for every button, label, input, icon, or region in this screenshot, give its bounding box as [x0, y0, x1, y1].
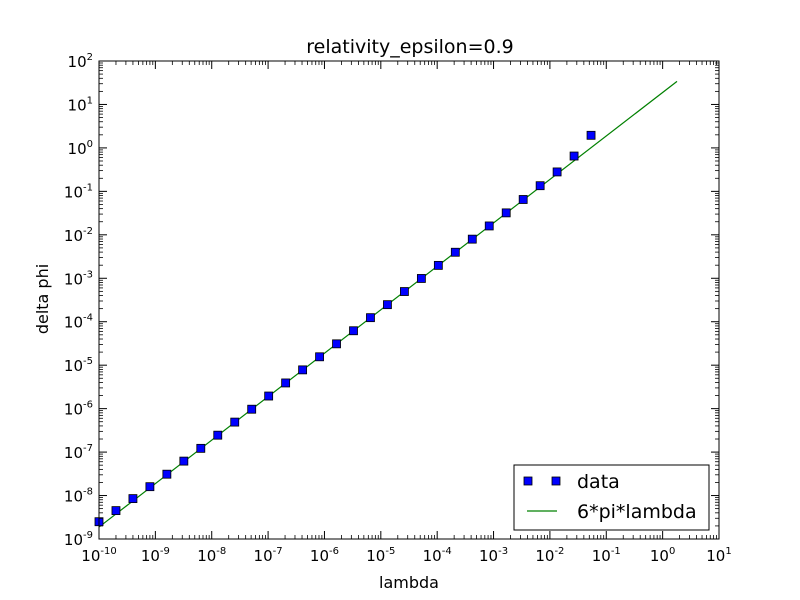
data-point: [433, 260, 443, 270]
data-point: [332, 339, 341, 349]
data-point: [586, 130, 596, 140]
legend-label-data: data: [577, 471, 620, 493]
data-point: [552, 167, 562, 177]
y-tick-label: 10-6: [64, 400, 93, 419]
plot-frame: [98, 60, 720, 540]
x-tick-label: 10-2: [535, 546, 564, 565]
y-tick-label: 101: [68, 95, 93, 114]
x-tick-label: 10-4: [423, 546, 452, 565]
data-point: [467, 234, 477, 244]
data-point: [179, 456, 189, 466]
data-point: [281, 378, 291, 388]
y-tick-label: 10-7: [64, 443, 93, 462]
legend-marker-data-2: [551, 476, 561, 486]
data-point: [518, 195, 528, 204]
data-point: [501, 208, 511, 218]
chart-title: relativity_epsilon=0.9: [306, 36, 513, 58]
y-tick-label: 10-4: [64, 313, 93, 332]
data-point: [400, 287, 409, 296]
y-tick-label: 10-3: [64, 269, 93, 288]
x-tick-label: 10-8: [197, 546, 226, 565]
x-tick-labels: 10-10 10-9 10-8 10-7 10-6 10-5 10-4 10-3 10-2 10-…: [81, 546, 731, 565]
data-point: [128, 494, 138, 504]
data-point: [145, 482, 155, 492]
y-tick-label: 10-2: [64, 226, 93, 245]
y-tick-label: 100: [68, 139, 93, 158]
x-tick-label: 10-1: [592, 546, 621, 565]
x-tick-label: 10-6: [310, 546, 339, 565]
legend-label-fit: 6*pi*lambda: [577, 501, 697, 523]
x-tick-label: 10-5: [366, 546, 395, 565]
x-tick-label: 10-10: [81, 546, 116, 565]
x-tick-label: 100: [650, 546, 675, 565]
data-point: [196, 443, 206, 453]
data-point: [298, 365, 308, 375]
legend-box: [513, 464, 710, 531]
data-point: [315, 352, 324, 362]
y-tick-label: 10-8: [64, 487, 93, 506]
data-point: [383, 300, 392, 310]
data-point: [264, 391, 274, 401]
x-axis-label: lambda: [379, 573, 439, 592]
data-point: [230, 417, 240, 427]
x-tick-label: 101: [706, 546, 731, 565]
data-point: [247, 404, 257, 414]
y-tick-label: 10-5: [64, 356, 93, 375]
data-point: [535, 181, 545, 191]
legend: data 6*pi*lambda: [513, 464, 710, 531]
data-point: [162, 469, 172, 479]
x-tick-label: 10-9: [141, 546, 170, 565]
data-point: [569, 151, 579, 161]
legend-marker-data-1: [523, 476, 533, 486]
data-point: [366, 313, 375, 323]
data-point: [416, 274, 426, 283]
data-point: [484, 221, 494, 231]
x-tick-label: 10-3: [479, 546, 508, 565]
y-tick-label: 102: [68, 52, 93, 71]
y-tick-label: 10-1: [64, 182, 93, 201]
data-point: [213, 430, 223, 440]
y-tick-label: 10-9: [64, 530, 93, 549]
data-point: [111, 506, 121, 516]
y-axis-label: delta phi: [33, 264, 52, 334]
data-point: [349, 326, 358, 336]
x-tick-label: 10-7: [254, 546, 283, 565]
y-tick-labels: 10-9 10-8 10-7 10-6 10-5 10-4 10-3 10-2 10-1 100 1…: [64, 52, 93, 549]
plot-area: [94, 80, 678, 528]
data-point: [450, 247, 460, 257]
